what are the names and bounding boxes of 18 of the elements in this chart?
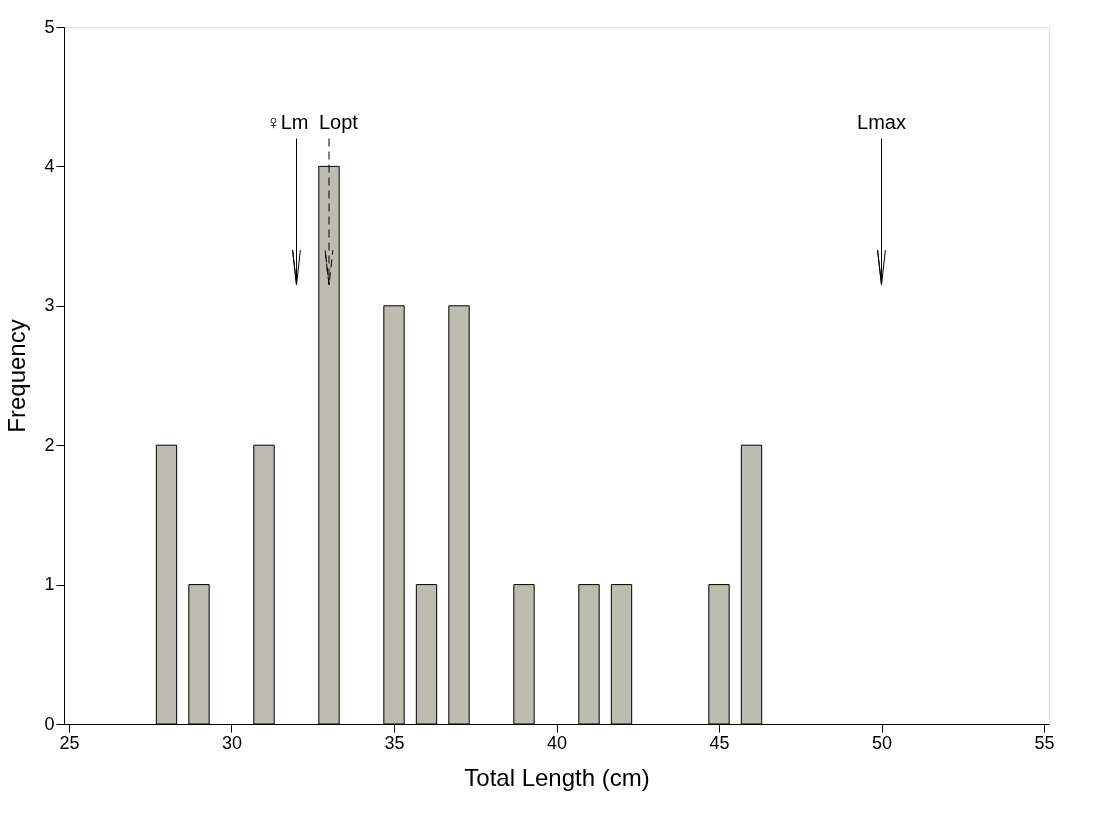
ref-line-label: ♀Lm bbox=[265, 110, 309, 133]
x-tick-label: 40 bbox=[546, 732, 568, 753]
y-tick-label: 4 bbox=[44, 155, 55, 176]
y-axis-title: Frequency bbox=[3, 319, 31, 433]
x-tick-label: 35 bbox=[384, 732, 405, 753]
y-tick-label: 2 bbox=[44, 434, 55, 455]
y-tick-label: 1 bbox=[44, 574, 55, 595]
y-tick-label: 0 bbox=[44, 713, 55, 734]
x-tick-label: 25 bbox=[59, 732, 80, 753]
ref-line-label: Lmax bbox=[857, 110, 906, 133]
y-tick-label: 3 bbox=[44, 295, 55, 316]
x-tick-label: 55 bbox=[1034, 732, 1055, 753]
x-tick-label: 45 bbox=[709, 732, 730, 753]
x-axis-title: Total Length (cm) bbox=[464, 763, 650, 791]
x-tick-label: 50 bbox=[871, 732, 893, 753]
ref-line-label: Lopt bbox=[319, 110, 359, 133]
y-tick-label: 5 bbox=[44, 16, 55, 37]
x-tick-label: 30 bbox=[221, 732, 243, 753]
